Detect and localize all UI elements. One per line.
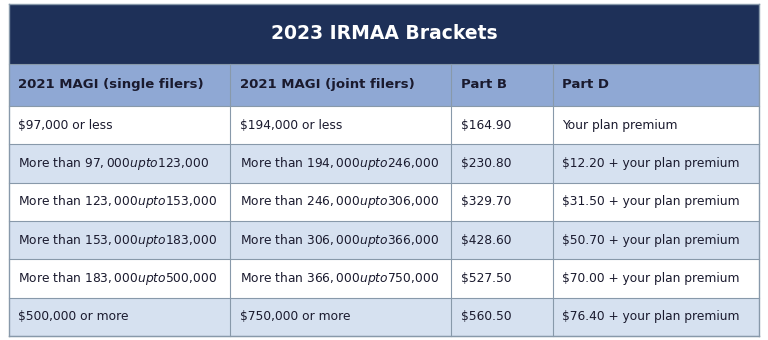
Bar	[9, 221, 230, 259]
Text: $70.00 + your plan premium: $70.00 + your plan premium	[562, 272, 740, 285]
Text: 2023 IRMAA Brackets: 2023 IRMAA Brackets	[270, 24, 498, 43]
Text: $50.70 + your plan premium: $50.70 + your plan premium	[562, 234, 740, 246]
Text: $750,000 or more: $750,000 or more	[240, 310, 350, 323]
Text: $97,000 or less: $97,000 or less	[18, 119, 113, 132]
Bar	[9, 106, 230, 144]
Text: $230.80: $230.80	[461, 157, 511, 170]
Bar	[9, 259, 230, 298]
Text: More than $306,000 up to $366,000: More than $306,000 up to $366,000	[240, 232, 439, 249]
Bar	[553, 183, 759, 221]
Bar	[452, 259, 553, 298]
Bar	[9, 183, 230, 221]
Text: More than $183,000 up to $500,000: More than $183,000 up to $500,000	[18, 270, 217, 287]
Bar	[230, 221, 452, 259]
Text: Part D: Part D	[562, 78, 609, 91]
Text: $194,000 or less: $194,000 or less	[240, 119, 342, 132]
Text: More than $97,000 up to $123,000: More than $97,000 up to $123,000	[18, 155, 210, 172]
Text: More than $246,000 up to $306,000: More than $246,000 up to $306,000	[240, 193, 439, 210]
Bar	[452, 144, 553, 183]
Bar	[9, 64, 230, 106]
Text: $12.20 + your plan premium: $12.20 + your plan premium	[562, 157, 740, 170]
Text: More than $153,000 up to $183,000: More than $153,000 up to $183,000	[18, 232, 217, 249]
Text: 2021 MAGI (single filers): 2021 MAGI (single filers)	[18, 78, 204, 91]
Bar	[230, 144, 452, 183]
Text: 2021 MAGI (joint filers): 2021 MAGI (joint filers)	[240, 78, 414, 91]
Text: $560.50: $560.50	[461, 310, 511, 323]
Bar	[230, 298, 452, 336]
Bar	[452, 106, 553, 144]
Text: $76.40 + your plan premium: $76.40 + your plan premium	[562, 310, 740, 323]
Text: $428.60: $428.60	[461, 234, 511, 246]
Text: $164.90: $164.90	[461, 119, 511, 132]
Text: $329.70: $329.70	[461, 195, 511, 208]
Bar	[452, 183, 553, 221]
Bar	[452, 221, 553, 259]
Bar	[452, 64, 553, 106]
Text: Your plan premium: Your plan premium	[562, 119, 677, 132]
Bar	[452, 298, 553, 336]
Bar	[553, 298, 759, 336]
Bar	[230, 259, 452, 298]
Bar	[230, 106, 452, 144]
Bar	[230, 64, 452, 106]
Text: $500,000 or more: $500,000 or more	[18, 310, 129, 323]
Text: More than $123,000 up to $153,000: More than $123,000 up to $153,000	[18, 193, 217, 210]
Text: More than $366,000 up to $750,000: More than $366,000 up to $750,000	[240, 270, 439, 287]
Text: More than $194,000 up to $246,000: More than $194,000 up to $246,000	[240, 155, 439, 172]
Text: $31.50 + your plan premium: $31.50 + your plan premium	[562, 195, 740, 208]
Bar	[553, 64, 759, 106]
Bar	[553, 221, 759, 259]
Bar	[553, 144, 759, 183]
Bar	[9, 144, 230, 183]
Bar	[9, 4, 759, 64]
Bar	[9, 298, 230, 336]
Bar	[230, 183, 452, 221]
Bar	[553, 106, 759, 144]
Bar	[553, 259, 759, 298]
Text: $527.50: $527.50	[461, 272, 511, 285]
Text: Part B: Part B	[461, 78, 507, 91]
